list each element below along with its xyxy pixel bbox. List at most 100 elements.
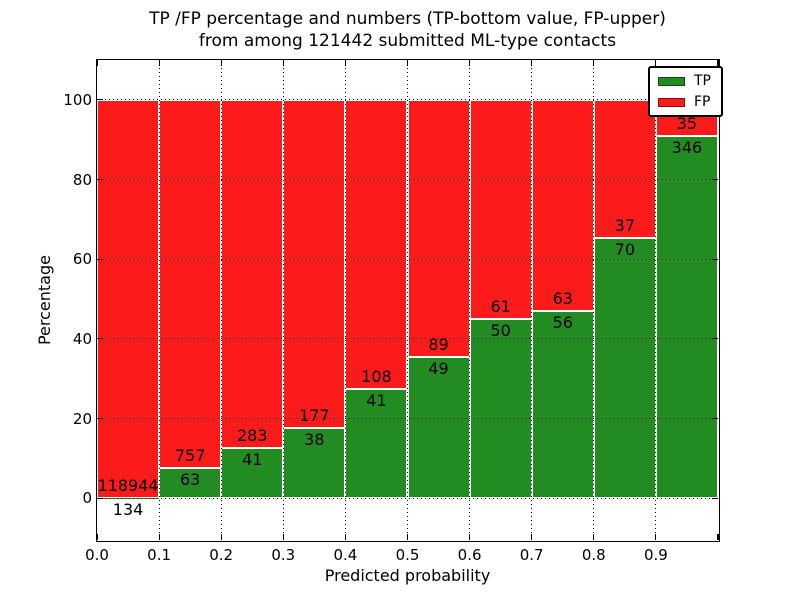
fp-count-label-5: 89 bbox=[428, 334, 449, 354]
bar-segment-tp-8 bbox=[593, 237, 656, 499]
x-gridline-0.9 bbox=[655, 60, 657, 540]
x-tick-top-0.3 bbox=[282, 60, 284, 66]
y-tick-label-0: 0 bbox=[82, 489, 92, 508]
tp-count-label-2: 41 bbox=[242, 449, 263, 469]
legend-entry-tp: TP bbox=[658, 74, 711, 88]
tp-count-label-9: 346 bbox=[671, 138, 703, 158]
x-gridline-0.7 bbox=[531, 60, 533, 540]
legend-label-fp: FP bbox=[694, 94, 711, 110]
legend-entry-fp: FP bbox=[658, 95, 711, 109]
legend-label-tp: TP bbox=[694, 73, 711, 89]
bar-segment-fp-1 bbox=[159, 99, 222, 468]
fp-count-label-8: 37 bbox=[614, 215, 636, 235]
fp-count-label-4: 108 bbox=[361, 366, 392, 386]
bar-segment-fp-4 bbox=[345, 99, 408, 389]
y-tick-label-40: 40 bbox=[72, 329, 92, 348]
chart-title-line1: TP /FP percentage and numbers (TP-bottom… bbox=[149, 9, 666, 29]
x-tick-bottom-0.7 bbox=[531, 534, 533, 540]
tp-count-label-7: 56 bbox=[552, 312, 573, 332]
x-tick-label-0.6: 0.6 bbox=[457, 546, 482, 564]
x-tick-label-0.4: 0.4 bbox=[333, 546, 358, 564]
fp-count-label-1: 757 bbox=[174, 445, 206, 465]
x-tick-bottom-0.2 bbox=[220, 534, 222, 540]
bar-segment-tp-6 bbox=[469, 318, 532, 499]
legend-swatch-fp-icon bbox=[658, 97, 685, 107]
x-tick-label-0.5: 0.5 bbox=[395, 546, 420, 564]
x-tick-top-0.8 bbox=[593, 60, 595, 66]
y-tick-left-0 bbox=[97, 497, 103, 499]
tp-count-label-1: 63 bbox=[179, 469, 201, 489]
chart-title-line2: from among 121442 submitted ML-type cont… bbox=[198, 31, 617, 51]
x-axis-label: Predicted probability bbox=[324, 566, 491, 585]
y-tick-right-20 bbox=[712, 417, 718, 420]
x-tick-top-0.1 bbox=[158, 60, 160, 66]
x-tick-top-0.4 bbox=[344, 60, 346, 66]
x-gridline-0.6 bbox=[469, 60, 471, 540]
x-tick-label-0.8: 0.8 bbox=[581, 546, 606, 564]
tp-count-label-4: 41 bbox=[366, 390, 387, 410]
fp-count-label-0: 118944 bbox=[97, 475, 159, 495]
bar-segment-tp-9 bbox=[655, 136, 718, 499]
fp-count-label-7: 63 bbox=[552, 288, 573, 308]
bar-segment-fp-0 bbox=[97, 99, 160, 498]
x-tick-top-1 bbox=[717, 60, 719, 66]
x-tick-bottom-0.6 bbox=[469, 534, 471, 540]
y-tick-left-40 bbox=[97, 338, 103, 340]
x-tick-top-0.7 bbox=[531, 60, 533, 66]
x-tick-label-0.7: 0.7 bbox=[519, 546, 544, 564]
y-tick-label-20: 20 bbox=[72, 409, 92, 428]
x-tick-top-0 bbox=[96, 60, 98, 66]
x-gridline-0.2 bbox=[220, 60, 222, 540]
x-tick-bottom-0.8 bbox=[593, 534, 595, 540]
bar-segment-tp-3 bbox=[283, 427, 346, 499]
x-gridline-0.8 bbox=[593, 60, 595, 540]
bar-segment-fp-2 bbox=[221, 99, 284, 448]
fp-count-label-2: 283 bbox=[236, 425, 268, 445]
x-tick-bottom-1 bbox=[717, 534, 719, 540]
tp-count-label-5: 49 bbox=[428, 358, 449, 378]
x-tick-bottom-0.4 bbox=[344, 534, 346, 540]
x-gridline-0.5 bbox=[407, 60, 408, 540]
tp-count-label-6: 50 bbox=[490, 320, 511, 340]
y-tick-left-100 bbox=[97, 99, 103, 101]
fp-count-label-9: 35 bbox=[676, 114, 698, 134]
x-gridline-0.3 bbox=[282, 60, 284, 540]
x-tick-label-0.9: 0.9 bbox=[643, 546, 668, 564]
y-tick-right-60 bbox=[712, 258, 718, 260]
tp-count-label-0: 134 bbox=[112, 499, 144, 519]
bar-segment-fp-3 bbox=[283, 99, 346, 428]
y-tick-label-100: 100 bbox=[63, 90, 92, 109]
legend: TP FP bbox=[648, 66, 723, 117]
x-gridline-0.1 bbox=[158, 60, 160, 540]
x-tick-top-0.6 bbox=[469, 60, 471, 66]
fp-count-label-3: 177 bbox=[299, 405, 330, 425]
tp-count-label-3: 38 bbox=[304, 429, 325, 449]
fp-count-label-6: 61 bbox=[490, 296, 511, 316]
y-tick-right-0 bbox=[712, 497, 718, 499]
x-tick-top-0.5 bbox=[406, 60, 409, 66]
y-tick-left-60 bbox=[97, 258, 103, 260]
x-tick-top-0.2 bbox=[220, 60, 222, 66]
x-tick-bottom-0.1 bbox=[158, 534, 160, 540]
x-tick-bottom-0.5 bbox=[406, 534, 409, 540]
bar-segment-fp-8 bbox=[593, 99, 656, 238]
bar-segment-tp-2 bbox=[221, 447, 284, 499]
x-tick-bottom-0.3 bbox=[282, 534, 284, 540]
y-tick-label-60: 60 bbox=[72, 250, 92, 269]
bar-segment-fp-5 bbox=[407, 99, 470, 357]
y-tick-left-20 bbox=[97, 417, 103, 420]
legend-swatch-tp-icon bbox=[658, 76, 685, 86]
bar-segment-tp-1 bbox=[159, 467, 222, 499]
y-tick-left-80 bbox=[97, 178, 103, 181]
x-tick-label-0.3: 0.3 bbox=[271, 546, 296, 564]
bar-segment-fp-7 bbox=[531, 99, 594, 311]
bar-segment-fp-6 bbox=[469, 99, 532, 319]
x-tick-label-0.0: 0.0 bbox=[85, 546, 109, 564]
x-gridline-0.4 bbox=[344, 60, 346, 540]
y-tick-right-40 bbox=[712, 338, 718, 340]
